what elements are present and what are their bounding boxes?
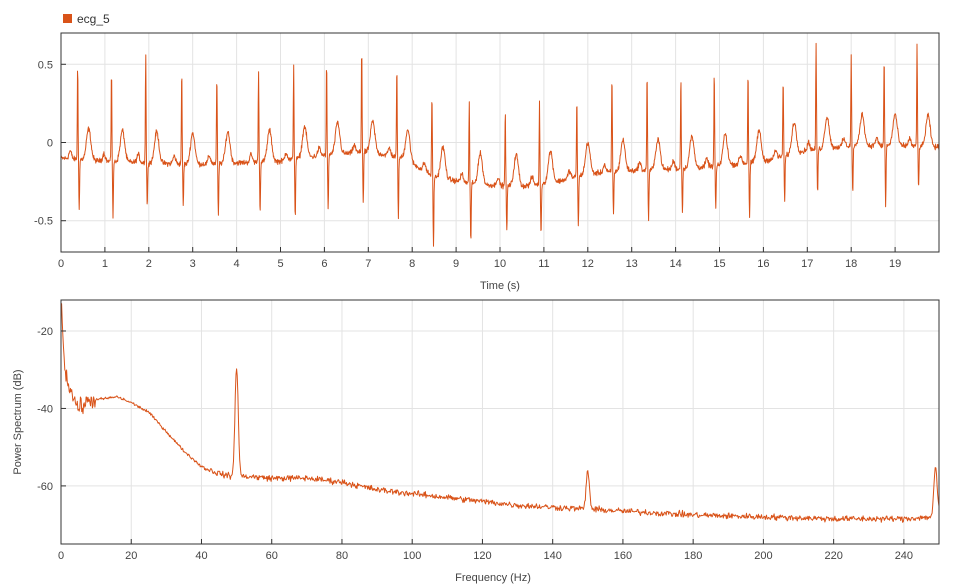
x-tick-label: 40 [195,550,207,562]
legend-label: ecg_5 [77,12,110,26]
spectrum-plot-area [61,300,939,544]
x-tick-label: 16 [757,258,769,270]
x-tick-label: 80 [336,550,348,562]
x-tick-label: 2 [146,258,152,270]
x-tick-label: 0 [58,258,64,270]
time-x-ticks: 0 1 2 3 4 5 6 7 8 9 10 11 12 13 14 15 16 17 18 19 [58,247,901,270]
y-tick-label: 0 [47,138,53,150]
y-tick-label: -60 [37,481,53,493]
x-tick-label: 11 [538,258,549,270]
x-tick-label: 12 [582,258,594,270]
spectrum-y-ticks: -60 -40 -20 [37,326,66,493]
ecg-series-line [60,42,940,247]
x-tick-label: 240 [895,550,913,562]
x-tick-label: 10 [494,258,506,270]
x-tick-label: 120 [473,550,491,562]
x-tick-label: 6 [321,258,327,270]
x-tick-label: 0 [58,550,64,562]
spectrum-x-ticks: 0 20 40 60 80 100 120 140 160 180 200 220 240 [58,539,913,562]
time-plot[interactable]: 0 1 2 3 4 5 6 7 8 9 10 11 12 13 14 15 16 17 18 19 -0.500.5 … [34,32,940,292]
x-tick-label: 160 [614,550,632,562]
y-tick-label: -40 [37,403,53,415]
x-tick-label: 15 [713,258,725,270]
legend[interactable]: ecg_5 [63,12,110,26]
spectrum-plot-frame [60,299,940,545]
x-tick-label: 100 [403,550,421,562]
x-tick-label: 7 [365,258,371,270]
legend-swatch [63,14,72,23]
x-tick-label: 220 [824,550,842,562]
y-tick-label: -20 [37,326,53,338]
x-tick-label: 140 [544,550,562,562]
x-tick-label: 13 [626,258,638,270]
x-tick-label: 14 [669,258,681,270]
spectrum-grid [60,300,939,544]
x-tick-label: 1 [102,258,108,270]
x-tick-label: 8 [409,258,415,270]
y-tick-label: 0.5 [38,59,53,71]
x-tick-label: 17 [801,258,813,270]
x-tick-label: 20 [125,550,137,562]
time-x-axis-label: Time (s) [480,280,520,292]
spectrum-series-line [60,303,940,523]
spectrum-y-axis-label: Power Spectrum (dB) [12,369,24,474]
x-tick-label: 4 [234,258,240,270]
x-tick-label: 18 [845,258,857,270]
spectrum-x-axis-label: Frequency (Hz) [455,572,531,584]
time-grid [60,33,939,252]
x-tick-label: 3 [190,258,196,270]
x-tick-label: 200 [754,550,772,562]
x-tick-label: 60 [266,550,278,562]
x-tick-label: 180 [684,550,702,562]
x-tick-label: 9 [453,258,459,270]
x-tick-label: 5 [277,258,283,270]
y-tick-label: -0.5 [34,216,53,228]
spectrum-plot[interactable]: 0 20 40 60 80 100 120 140 160 180 200 220 240 -60 -40… [12,299,940,584]
x-tick-label: 19 [889,258,901,270]
time-y-ticks: -0.5 0 0.5 [34,59,66,228]
